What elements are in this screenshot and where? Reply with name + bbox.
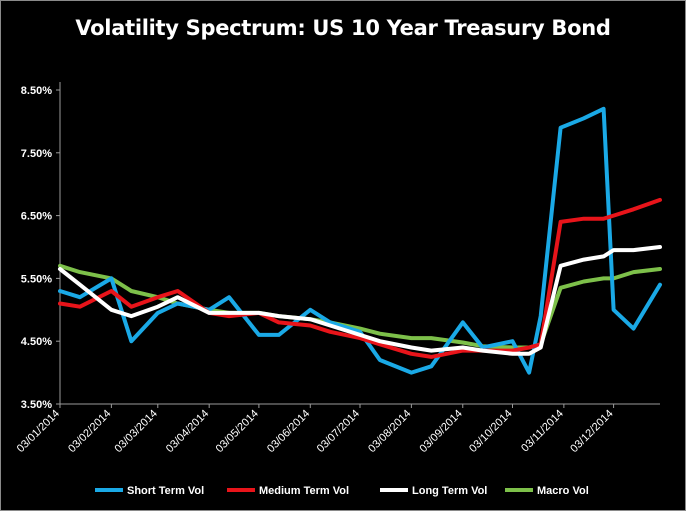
x-tick-label: 03/07/2014	[315, 408, 362, 455]
y-tick-label: 4.50%	[21, 336, 52, 348]
legend-label: Short Term Vol	[127, 485, 204, 497]
y-tick-label: 7.50%	[21, 148, 52, 160]
legend-label: Long Term Vol	[412, 485, 487, 497]
x-tick-label: 03/08/2014	[366, 408, 413, 455]
x-tick-label: 03/01/2014	[15, 408, 62, 455]
series-line-macro-vol	[58, 263, 662, 350]
x-tick-label: 03/12/2014	[568, 408, 615, 455]
y-tick-label: 5.50%	[21, 273, 52, 285]
x-tick-label: 03/05/2014	[214, 408, 261, 455]
x-tick-label: 03/02/2014	[66, 408, 113, 455]
legend-item: Medium Term Vol	[227, 485, 349, 497]
legend-item: Long Term Vol	[380, 485, 487, 497]
y-tick-label: 8.50%	[21, 85, 52, 97]
series-line-long-term-vol	[58, 245, 662, 356]
x-tick-label: 03/04/2014	[164, 408, 211, 455]
legend-label: Macro Vol	[537, 485, 589, 497]
x-tick-label: 03/06/2014	[265, 408, 312, 455]
y-tick-label: 6.50%	[21, 211, 52, 223]
x-tick-label: 03/09/2014	[417, 408, 464, 455]
legend-label: Medium Term Vol	[259, 485, 349, 497]
chart-title: Volatility Spectrum: US 10 Year Treasury…	[75, 16, 611, 40]
x-tick-label: 03/11/2014	[519, 408, 566, 455]
x-tick-label: 03/03/2014	[112, 408, 159, 455]
series-line-short-term-vol	[58, 106, 662, 375]
series-line-medium-term-vol	[58, 197, 662, 359]
legend-item: Short Term Vol	[95, 485, 204, 497]
legend-item: Macro Vol	[505, 485, 589, 497]
y-tick-label: 3.50%	[21, 399, 52, 411]
x-tick-label: 03/10/2014	[467, 408, 514, 455]
